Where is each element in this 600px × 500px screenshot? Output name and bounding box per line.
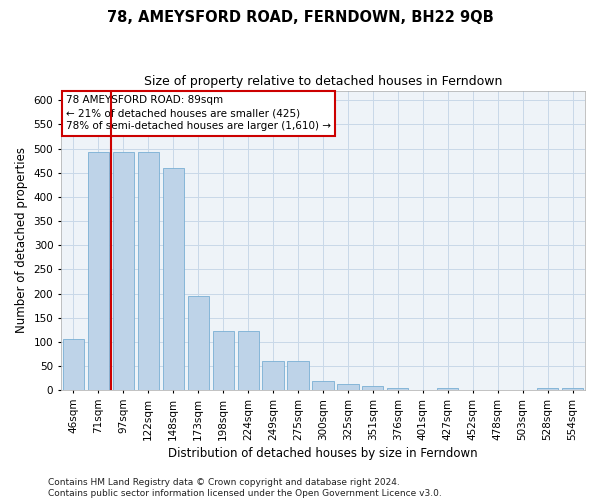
Bar [113,152,134,390]
Bar [88,152,109,390]
Bar [437,388,458,390]
Text: 78 AMEYSFORD ROAD: 89sqm
← 21% of detached houses are smaller (425)
78% of semi-: 78 AMEYSFORD ROAD: 89sqm ← 21% of detach… [66,95,331,132]
Bar [137,152,159,390]
Bar [262,362,284,390]
Bar [238,332,259,390]
Text: Contains HM Land Registry data © Crown copyright and database right 2024.
Contai: Contains HM Land Registry data © Crown c… [48,478,442,498]
Bar [163,168,184,390]
Bar [188,296,209,390]
Y-axis label: Number of detached properties: Number of detached properties [15,148,28,334]
Bar [537,388,558,390]
Bar [387,388,409,390]
Bar [313,380,334,390]
Bar [212,332,234,390]
Bar [337,384,359,390]
Bar [562,388,583,390]
Text: 78, AMEYSFORD ROAD, FERNDOWN, BH22 9QB: 78, AMEYSFORD ROAD, FERNDOWN, BH22 9QB [107,10,493,25]
X-axis label: Distribution of detached houses by size in Ferndown: Distribution of detached houses by size … [168,447,478,460]
Bar [287,362,308,390]
Bar [362,386,383,390]
Title: Size of property relative to detached houses in Ferndown: Size of property relative to detached ho… [144,75,502,88]
Bar [63,338,84,390]
